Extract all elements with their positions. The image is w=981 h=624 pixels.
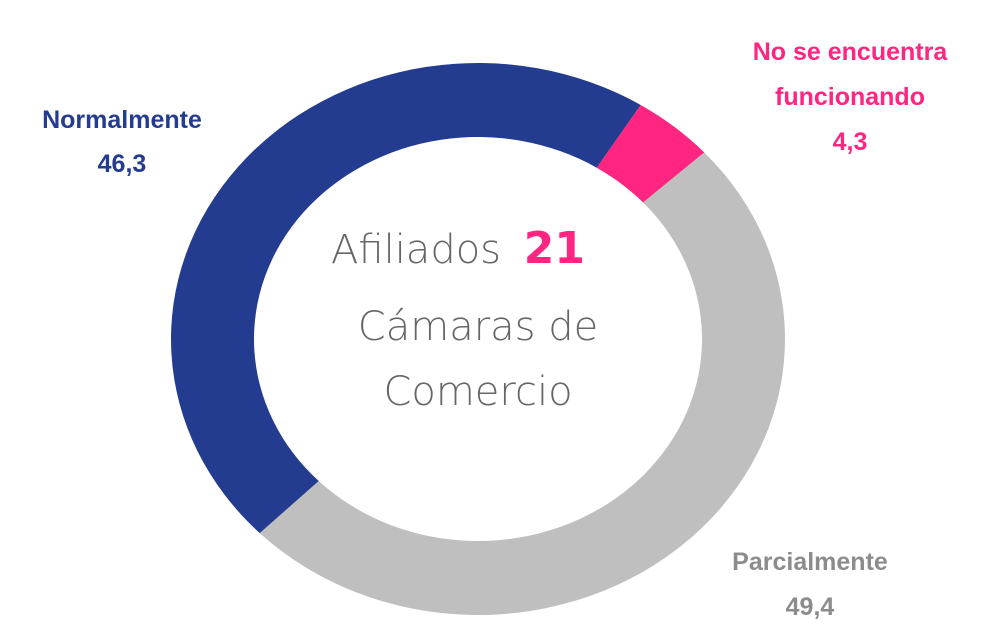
category-line: funcionando (775, 83, 925, 111)
value-label: 4,3 (833, 128, 868, 156)
value-label: 49,4 (786, 593, 835, 621)
value-label: 46,3 (98, 150, 147, 178)
slice (596, 104, 705, 203)
category-label: Normalmente (42, 106, 202, 134)
slice (259, 152, 786, 616)
category-label: Parcialmente (732, 548, 888, 576)
category-label: No se encuentra funcionando (753, 38, 949, 111)
center-line: Comercio (383, 369, 572, 415)
category-line: No se encuentra (753, 38, 949, 66)
labels: No se encuentra funcionando 4,3 Parcialment… (42, 38, 948, 621)
center-number: 21 (524, 223, 585, 274)
center-line: Afiliados 21 (331, 223, 585, 274)
slices (170, 62, 786, 616)
center-line: Cámaras de (358, 304, 598, 350)
slice (170, 62, 641, 534)
center-word: Afiliados (331, 227, 501, 273)
